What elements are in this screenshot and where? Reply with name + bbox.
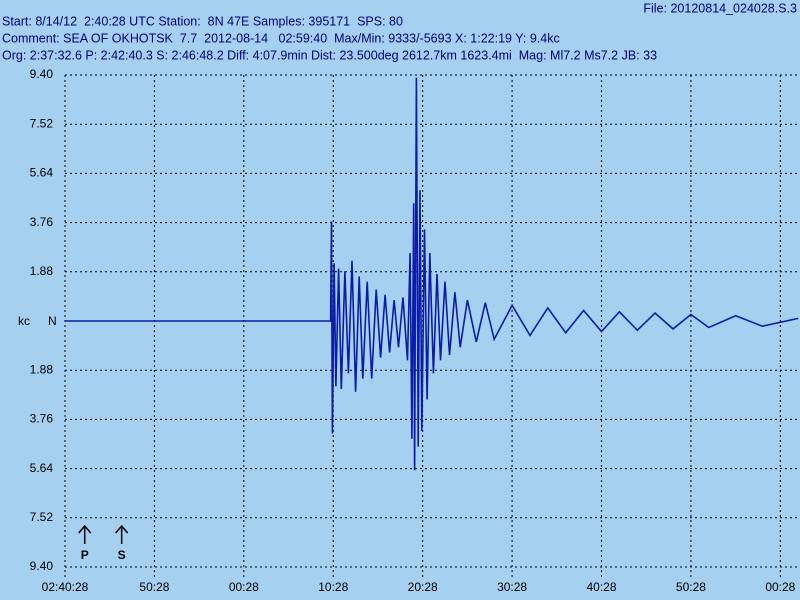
x-tick-label: 50:28	[676, 580, 706, 594]
file-label: File: 20120814_024028.S.3	[643, 1, 797, 15]
y-tick-label: 5.64	[30, 461, 54, 475]
arrival-label: P	[81, 548, 89, 562]
y-tick-label: 9.40	[30, 67, 54, 81]
x-tick-label: 02:40:28	[42, 580, 89, 594]
channel-label: N	[48, 314, 57, 328]
x-tick-label: 20:28	[408, 580, 438, 594]
y-tick-label: 9.40	[30, 559, 54, 573]
y-tick-label: 1.88	[30, 264, 54, 278]
y-tick-label: 7.52	[30, 510, 54, 524]
arrival-arrow	[115, 524, 129, 544]
x-tick-label: 00:28	[765, 580, 795, 594]
waveform	[65, 77, 799, 471]
y-tick-label: 5.64	[30, 166, 54, 180]
y-tick-label: 3.76	[30, 215, 54, 229]
arrival-arrow	[78, 524, 92, 544]
x-tick-label: 30:28	[497, 580, 527, 594]
y-tick-label: 3.76	[30, 412, 54, 426]
y-tick-label: 1.88	[30, 362, 54, 376]
y-axis-label: kc	[18, 314, 30, 328]
header-line: Start: 8/14/12 2:40:28 UTC Station: 8N 4…	[2, 14, 403, 28]
y-tick-label: 7.52	[30, 116, 54, 130]
header-line: Org: 2:37:32.6 P: 2:42:40.3 S: 2:46:48.2…	[2, 48, 657, 62]
header-line: Comment: SEA OF OKHOTSK 7.7 2012-08-14 0…	[2, 31, 560, 45]
x-tick-label: 00:28	[229, 580, 259, 594]
x-tick-label: 10:28	[318, 580, 348, 594]
arrival-label: S	[118, 548, 126, 562]
x-tick-label: 40:28	[586, 580, 616, 594]
x-tick-label: 50:28	[139, 580, 169, 594]
